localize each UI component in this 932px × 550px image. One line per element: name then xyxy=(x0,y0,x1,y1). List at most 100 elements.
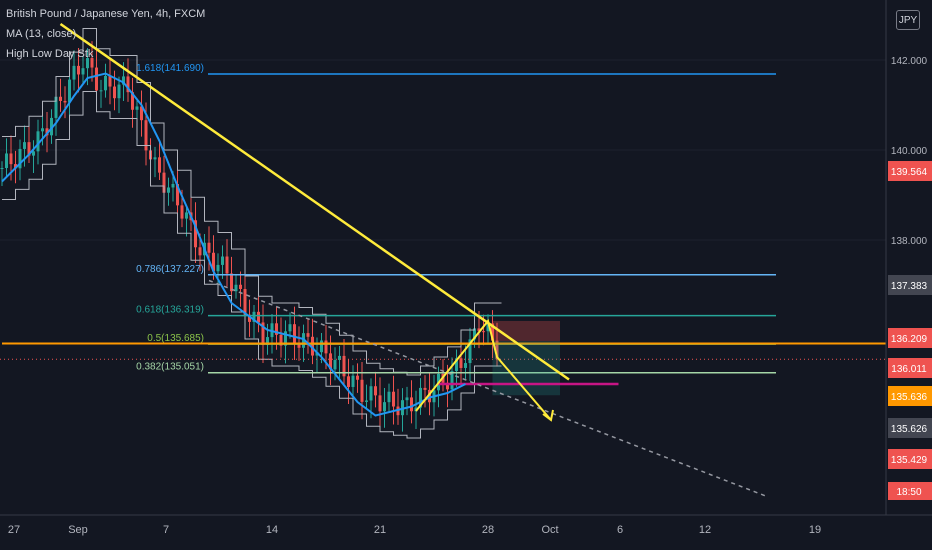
candle-body xyxy=(378,395,382,412)
candle-body xyxy=(302,333,305,348)
time-tick-label: 19 xyxy=(809,524,821,536)
fib-level-label: 0.618(136.319) xyxy=(136,305,204,316)
candle-body xyxy=(306,333,310,337)
candle-body xyxy=(279,334,283,346)
candle-body xyxy=(135,106,139,110)
candle-body xyxy=(171,183,175,188)
legend-ma[interactable]: MA (13, close) xyxy=(6,28,77,40)
candle-body xyxy=(54,96,58,118)
dashed-trendline[interactable] xyxy=(208,279,768,498)
candle-body xyxy=(342,355,346,377)
candle-body xyxy=(131,92,134,110)
candle-body xyxy=(194,220,197,248)
candle-body xyxy=(122,76,125,85)
candle-body xyxy=(198,247,202,256)
candle-body xyxy=(243,288,247,315)
candle-body xyxy=(207,242,211,253)
candle-body xyxy=(18,148,22,169)
candle-body xyxy=(387,391,391,403)
candle-body xyxy=(144,120,148,151)
price-tick-label: 140.000 xyxy=(891,146,928,157)
candle-body xyxy=(252,311,256,322)
candle-body xyxy=(347,376,350,387)
fib-level-label: 0.382(135.051) xyxy=(136,362,204,373)
candle-body xyxy=(32,151,35,156)
candle-body xyxy=(288,324,292,332)
candle-body xyxy=(284,331,287,346)
candle-body xyxy=(261,322,265,346)
candle-body xyxy=(216,264,220,272)
candle-body xyxy=(401,400,404,416)
candle-body xyxy=(59,96,62,101)
candle-body xyxy=(311,336,314,356)
candle-body xyxy=(162,172,166,193)
candle-body xyxy=(212,252,215,272)
price-label-value: 139.564 xyxy=(891,167,928,178)
candle-body xyxy=(72,65,76,80)
candle-body xyxy=(455,358,458,372)
moving-average-line xyxy=(1,72,466,417)
price-label-value: 135.636 xyxy=(891,392,928,403)
time-label-badge xyxy=(888,482,932,500)
candle-body xyxy=(477,328,481,332)
candle-body xyxy=(356,375,359,380)
candle-body xyxy=(104,75,107,91)
candle-body xyxy=(297,342,301,348)
time-tick-label: 7 xyxy=(163,524,169,536)
candle-body xyxy=(486,323,490,332)
candle-body xyxy=(77,65,80,75)
price-label-badge xyxy=(888,328,932,348)
zigzag-drawing[interactable] xyxy=(415,318,552,421)
candle-body xyxy=(446,382,449,390)
candle-body xyxy=(50,117,53,136)
price-label-badge xyxy=(888,161,932,181)
candle-body xyxy=(221,256,224,265)
candle-body xyxy=(153,157,157,160)
candle-body xyxy=(0,168,4,169)
candle-body xyxy=(117,84,121,99)
price-label-badge xyxy=(888,418,932,438)
candle-body xyxy=(90,58,94,68)
candle-body xyxy=(459,358,463,368)
candle-body xyxy=(365,400,368,402)
trendline[interactable] xyxy=(59,22,570,381)
candle-body xyxy=(27,142,31,156)
candle-body xyxy=(14,164,17,169)
fib-level-label: 0.786(137.227) xyxy=(136,264,204,275)
candle-body xyxy=(351,375,355,387)
currency-badge[interactable]: JPY xyxy=(896,10,920,30)
candle-body xyxy=(482,331,485,333)
chart-legend: British Pound / Japanese Yen, 4h, FXCM M… xyxy=(6,4,205,64)
time-tick-label: Sep xyxy=(68,524,88,536)
candle-body xyxy=(428,389,431,403)
price-tick-label: 138.000 xyxy=(891,236,928,247)
candle-body xyxy=(158,157,161,173)
price-label-value: 137.383 xyxy=(891,281,928,292)
candle-body xyxy=(36,131,40,152)
time-label: 18:50 xyxy=(896,487,921,498)
candle-body xyxy=(383,402,386,412)
candle-body xyxy=(108,75,112,87)
candle-body xyxy=(234,284,238,292)
candle-body xyxy=(68,79,71,103)
candle-body xyxy=(126,76,130,93)
candle-body xyxy=(185,212,188,219)
low-envelope xyxy=(2,91,502,439)
legend-symbol[interactable]: British Pound / Japanese Yen, 4h, FXCM xyxy=(6,8,206,20)
risk-box[interactable] xyxy=(492,321,561,342)
price-label-badge xyxy=(888,386,932,406)
time-tick-label: 21 xyxy=(374,524,386,536)
legend-indicator[interactable]: High Low Day Stk xyxy=(6,48,94,60)
candle-body xyxy=(423,387,427,390)
candle-body xyxy=(63,100,67,103)
candle-body xyxy=(266,337,269,346)
price-label-value: 135.626 xyxy=(891,424,928,435)
candle-body xyxy=(225,256,229,274)
candle-body xyxy=(491,323,494,341)
price-label-value: 135.429 xyxy=(891,455,928,466)
candle-body xyxy=(369,386,373,401)
candle-body xyxy=(495,340,499,360)
candle-body xyxy=(167,187,170,193)
time-tick-label: 27 xyxy=(8,524,20,536)
